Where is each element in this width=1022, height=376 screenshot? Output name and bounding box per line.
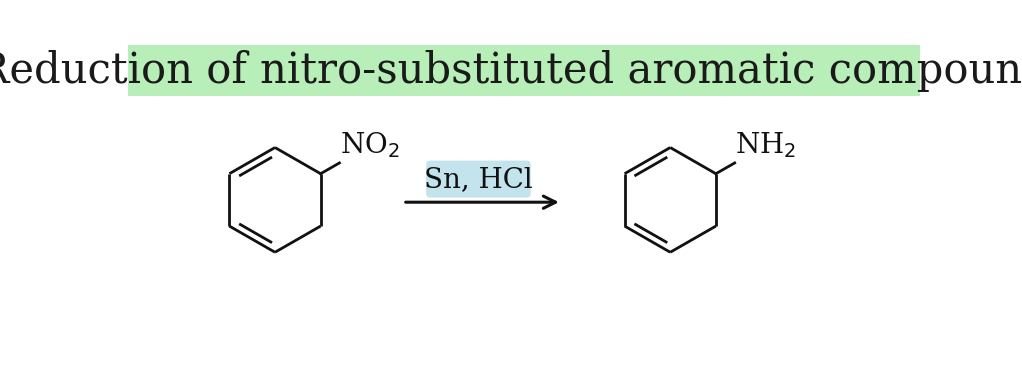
FancyBboxPatch shape xyxy=(426,161,530,197)
Text: NO$_2$: NO$_2$ xyxy=(340,130,400,160)
Text: Sn, HCl: Sn, HCl xyxy=(424,165,532,193)
Text: Reduction of nitro-substituted aromatic compounds: Reduction of nitro-substituted aromatic … xyxy=(0,50,1022,91)
Text: NH$_2$: NH$_2$ xyxy=(736,130,796,160)
Bar xyxy=(128,45,920,96)
